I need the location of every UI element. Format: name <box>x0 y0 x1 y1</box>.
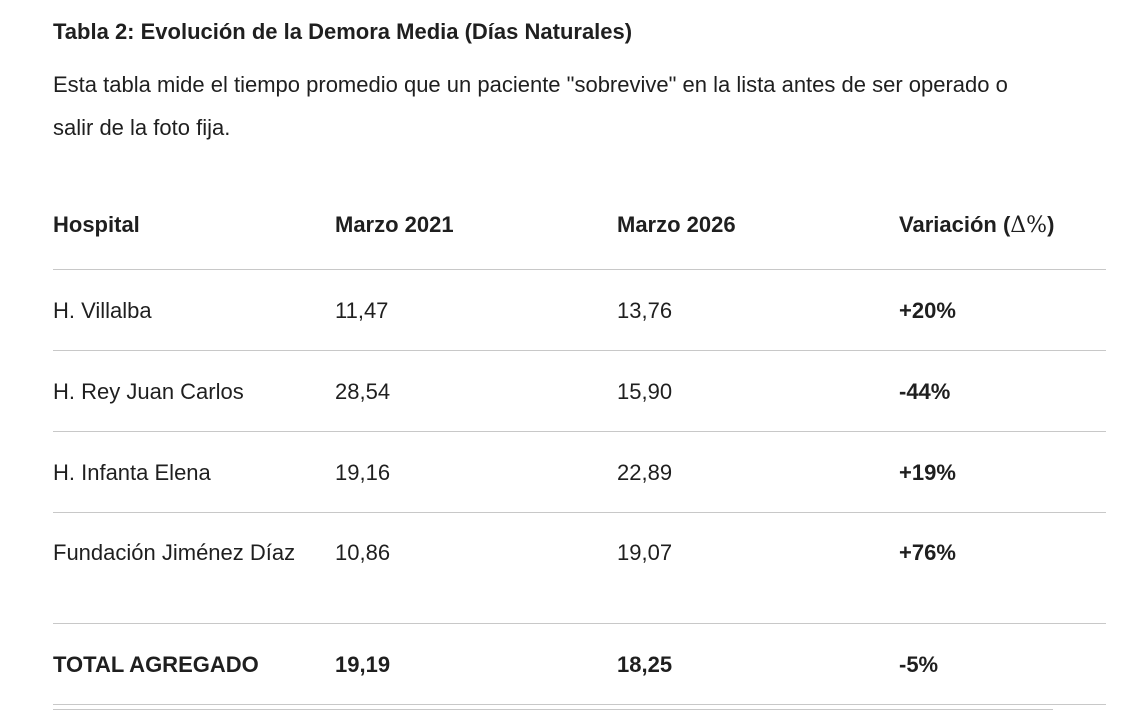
cell-variation: +76% <box>899 512 1106 624</box>
cell-march-2026: 13,76 <box>617 269 899 351</box>
header-hospital: Hospital <box>53 190 335 270</box>
cell-total-variation: -5% <box>899 623 1106 705</box>
header-variation-close: ) <box>1047 212 1055 237</box>
bottom-divider <box>53 709 1053 710</box>
table-row: Fundación Jiménez Díaz 10,86 19,07 +76% <box>53 512 1106 624</box>
header-march-2021: Marzo 2021 <box>335 190 617 270</box>
delay-table: Hospital Marzo 2021 Marzo 2026 Variación… <box>53 190 1106 705</box>
table-row: H. Rey Juan Carlos 28,54 15,90 -44% <box>53 350 1106 432</box>
cell-march-2026: 19,07 <box>617 512 899 624</box>
cell-variation: +19% <box>899 431 1106 513</box>
cell-hospital: H. Infanta Elena <box>53 431 335 513</box>
table-header-row: Hospital Marzo 2021 Marzo 2026 Variación… <box>53 190 1106 270</box>
table-row: H. Villalba 11,47 13,76 +20% <box>53 269 1106 351</box>
header-variation: Variación (Δ%) <box>899 190 1106 270</box>
cell-hospital: H. Rey Juan Carlos <box>53 350 335 432</box>
cell-march-2026: 15,90 <box>617 350 899 432</box>
cell-march-2021: 10,86 <box>335 512 617 624</box>
cell-total-march-2021: 19,19 <box>335 623 617 705</box>
cell-march-2026: 22,89 <box>617 431 899 513</box>
cell-hospital: H. Villalba <box>53 269 335 351</box>
delta-percent-symbol: Δ% <box>1010 213 1048 238</box>
cell-march-2021: 19,16 <box>335 431 617 513</box>
cell-variation: +20% <box>899 269 1106 351</box>
delay-table-container: Hospital Marzo 2021 Marzo 2026 Variación… <box>53 190 1106 705</box>
cell-total-label: TOTAL AGREGADO <box>53 623 335 705</box>
cell-hospital: Fundación Jiménez Díaz <box>53 512 335 624</box>
header-variation-label: Variación ( <box>899 212 1011 237</box>
header-march-2026: Marzo 2026 <box>617 190 899 270</box>
table-description: Esta tabla mide el tiempo promedio que u… <box>53 72 1008 140</box>
table-total-row: TOTAL AGREGADO 19,19 18,25 -5% <box>53 623 1106 705</box>
cell-total-march-2026: 18,25 <box>617 623 899 705</box>
cell-variation: -44% <box>899 350 1106 432</box>
cell-march-2021: 28,54 <box>335 350 617 432</box>
table-title: Tabla 2: Evolución de la Demora Media (D… <box>53 19 633 44</box>
cell-march-2021: 11,47 <box>335 269 617 351</box>
table-row: H. Infanta Elena 19,16 22,89 +19% <box>53 431 1106 513</box>
